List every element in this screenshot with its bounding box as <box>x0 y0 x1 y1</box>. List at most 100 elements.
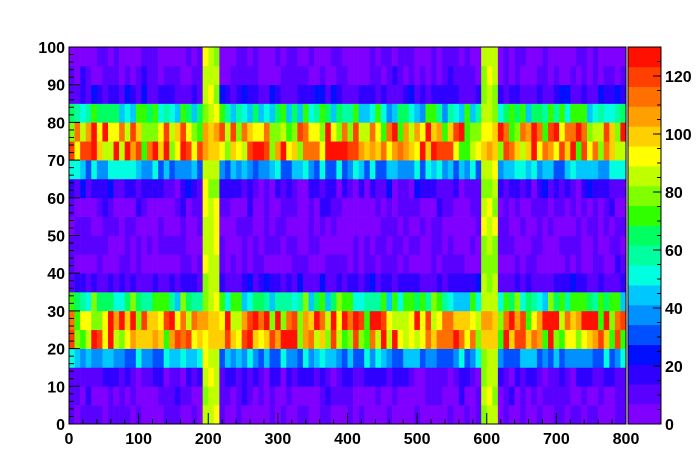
heatmap-cell <box>219 348 226 368</box>
heatmap-cell <box>325 235 332 255</box>
heatmap-cell <box>592 235 599 255</box>
heatmap-cell <box>525 160 532 180</box>
heatmap-cell <box>592 103 599 123</box>
heatmap-cell <box>325 122 332 142</box>
heatmap-cell <box>525 65 532 85</box>
heatmap-cell <box>241 254 248 274</box>
heatmap-cell <box>559 103 566 123</box>
heatmap-cell <box>130 273 137 293</box>
heatmap-cell <box>308 254 315 274</box>
heatmap-cell <box>492 197 499 217</box>
heatmap-cell <box>91 405 98 425</box>
heatmap-cell <box>102 47 109 67</box>
heatmap-cell <box>620 348 627 368</box>
heatmap-cell <box>559 405 566 425</box>
heatmap-cell <box>185 178 192 199</box>
heatmap-cell <box>291 254 298 274</box>
heatmap-cell <box>252 160 259 180</box>
heatmap-cell <box>102 65 109 85</box>
heatmap-cell <box>614 160 621 180</box>
heatmap-cell <box>542 178 549 199</box>
heatmap-cell <box>280 197 287 217</box>
heatmap-cell <box>96 329 103 349</box>
heatmap-cell <box>592 216 599 236</box>
heatmap-cell <box>447 405 454 425</box>
heatmap-cell <box>380 386 387 406</box>
heatmap-cell <box>269 122 276 142</box>
heatmap-cell <box>520 122 527 142</box>
heatmap-cell <box>553 216 560 236</box>
heatmap-cell <box>620 329 627 349</box>
heatmap-cell <box>269 405 276 425</box>
heatmap-cell <box>325 273 332 293</box>
heatmap-cell <box>80 160 87 180</box>
heatmap-cell <box>258 47 265 67</box>
heatmap-cell <box>392 329 398 349</box>
heatmap-cell <box>302 216 309 236</box>
heatmap-cell <box>141 178 148 199</box>
heatmap-cell <box>252 273 259 293</box>
heatmap-cell <box>548 122 554 142</box>
heatmap-cell <box>185 141 192 161</box>
heatmap-cell <box>297 329 304 349</box>
heatmap-cell <box>213 178 220 199</box>
heatmap-cell <box>135 216 142 236</box>
heatmap-cell <box>520 235 527 255</box>
heatmap-cell <box>492 292 499 312</box>
heatmap-cell <box>553 310 560 331</box>
heatmap-cell <box>575 84 582 104</box>
heatmap-cell <box>375 103 382 123</box>
heatmap-cell <box>213 65 220 85</box>
heatmap-cell <box>525 405 532 425</box>
heatmap-cell <box>531 103 538 123</box>
heatmap-cell <box>119 292 125 312</box>
heatmap-cell <box>570 103 577 123</box>
heatmap-cell <box>208 103 215 123</box>
heatmap-cell <box>124 216 131 236</box>
heatmap-cell <box>553 386 560 406</box>
heatmap-cell <box>286 273 293 293</box>
heatmap-cell <box>236 103 242 123</box>
heatmap-cell <box>141 160 148 180</box>
heatmap-cell <box>470 122 476 142</box>
heatmap-cell <box>141 122 148 142</box>
heatmap-cell <box>419 386 426 406</box>
heatmap-cell <box>509 273 515 293</box>
heatmap-cell <box>397 122 404 142</box>
heatmap-cell <box>425 178 432 199</box>
heatmap-cell <box>314 367 320 387</box>
x-axis-ticks: 0 100 200 300 400 500 600 700 800 <box>65 413 639 448</box>
heatmap-cell <box>146 329 153 349</box>
heatmap-cell <box>620 292 627 312</box>
heatmap-cell <box>397 405 404 425</box>
heatmap-cell <box>575 178 582 199</box>
heatmap-cell <box>570 386 577 406</box>
heatmap-cell <box>158 405 164 425</box>
heatmap-cell <box>85 103 92 123</box>
heatmap-cell <box>319 273 326 293</box>
heatmap-cell <box>353 292 359 312</box>
heatmap-cell <box>130 84 137 104</box>
heatmap-cell <box>280 103 287 123</box>
heatmap-cell <box>96 292 103 312</box>
heatmap-cell <box>69 141 75 161</box>
heatmap-cell <box>80 197 87 217</box>
heatmap-cell <box>592 405 599 425</box>
heatmap-cell <box>503 47 510 67</box>
heatmap-cell <box>531 65 538 85</box>
heatmap-cell <box>141 405 148 425</box>
heatmap-cell <box>442 367 449 387</box>
heatmap-cell <box>364 160 371 180</box>
heatmap-cell <box>603 122 610 142</box>
heatmap-cell <box>163 386 170 406</box>
heatmap-cell <box>492 235 499 255</box>
heatmap-cell <box>380 329 387 349</box>
heatmap-cell <box>219 160 226 180</box>
heatmap-cell <box>269 348 276 368</box>
heatmap-cell <box>224 103 231 123</box>
heatmap-cell <box>291 65 298 85</box>
heatmap-cell <box>548 141 554 161</box>
heatmap-cell <box>341 141 348 161</box>
heatmap-cell <box>598 141 605 161</box>
